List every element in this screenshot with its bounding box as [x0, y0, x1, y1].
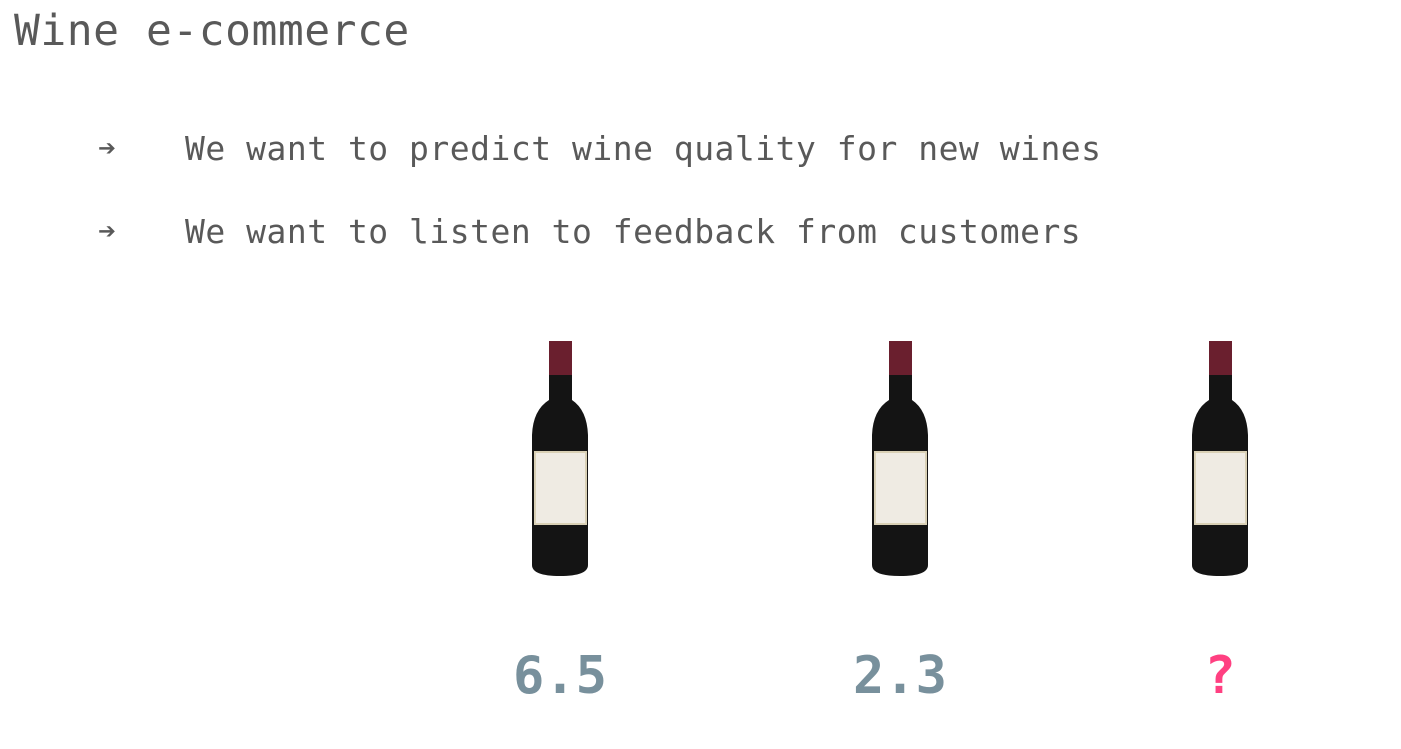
wine-bottle-icon	[1192, 341, 1248, 576]
bullet-text: We want to predict wine quality for new …	[185, 128, 1102, 168]
slide-title: Wine e-commerce	[14, 6, 410, 56]
wine-bottle-icon	[872, 341, 928, 576]
bullet-list: ➔ We want to predict wine quality for ne…	[98, 126, 1102, 292]
arrow-right-icon: ➔	[98, 213, 117, 249]
wine-score: 2.3	[853, 646, 947, 706]
wine-bottle-icon	[532, 341, 588, 576]
bullet-item: ➔ We want to predict wine quality for ne…	[98, 126, 1102, 170]
bullet-item: ➔ We want to listen to feedback from cus…	[98, 209, 1102, 253]
bullet-text: We want to listen to feedback from custo…	[185, 211, 1082, 251]
arrow-right-icon: ➔	[98, 130, 117, 166]
wine-score: 6.5	[513, 646, 607, 706]
unknown-wine-score: ?	[1204, 646, 1236, 706]
